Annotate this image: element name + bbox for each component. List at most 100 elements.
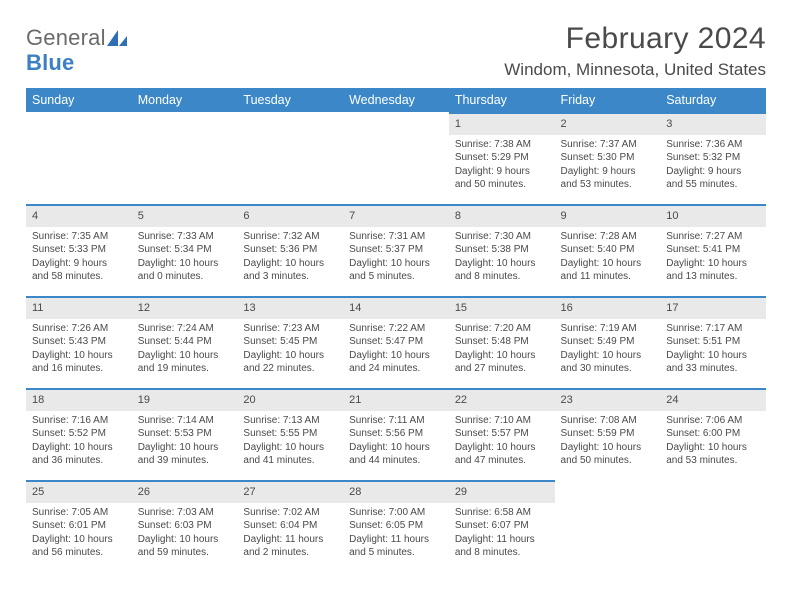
daylight-text: Daylight: 11 hours	[349, 533, 443, 547]
daylight-text-cont: and 53 minutes.	[666, 454, 760, 468]
calendar-day-cell: 26Sunrise: 7:03 AMSunset: 6:03 PMDayligh…	[132, 480, 238, 572]
daylight-text-cont: and 16 minutes.	[32, 362, 126, 376]
day-number: 20	[237, 388, 343, 411]
day-number: 29	[449, 480, 555, 503]
daylight-text-cont: and 8 minutes.	[455, 270, 549, 284]
day-number: 3	[660, 112, 766, 135]
weekday-header: Monday	[132, 88, 238, 112]
day-number: 7	[343, 204, 449, 227]
day-number: 24	[660, 388, 766, 411]
calendar-week-row: 4Sunrise: 7:35 AMSunset: 5:33 PMDaylight…	[26, 204, 766, 296]
sunrise-text: Sunrise: 7:38 AM	[455, 138, 549, 152]
calendar-day-cell: 1Sunrise: 7:38 AMSunset: 5:29 PMDaylight…	[449, 112, 555, 204]
daylight-text-cont: and 39 minutes.	[138, 454, 232, 468]
day-number: 10	[660, 204, 766, 227]
calendar-day-cell: 13Sunrise: 7:23 AMSunset: 5:45 PMDayligh…	[237, 296, 343, 388]
day-number: 27	[237, 480, 343, 503]
day-details: Sunrise: 7:06 AMSunset: 6:00 PMDaylight:…	[660, 411, 766, 474]
daylight-text-cont: and 5 minutes.	[349, 270, 443, 284]
day-details: Sunrise: 7:17 AMSunset: 5:51 PMDaylight:…	[660, 319, 766, 382]
day-details: Sunrise: 7:33 AMSunset: 5:34 PMDaylight:…	[132, 227, 238, 290]
brand-logo: General Blue	[26, 26, 128, 74]
calendar-day-cell: 16Sunrise: 7:19 AMSunset: 5:49 PMDayligh…	[555, 296, 661, 388]
sunset-text: Sunset: 5:52 PM	[32, 427, 126, 441]
daylight-text: Daylight: 9 hours	[666, 165, 760, 179]
daylight-text: Daylight: 9 hours	[455, 165, 549, 179]
sunrise-text: Sunrise: 7:17 AM	[666, 322, 760, 336]
sunrise-text: Sunrise: 7:05 AM	[32, 506, 126, 520]
daylight-text-cont: and 41 minutes.	[243, 454, 337, 468]
sunrise-text: Sunrise: 7:35 AM	[32, 230, 126, 244]
calendar-empty-cell	[132, 112, 238, 204]
daylight-text: Daylight: 10 hours	[138, 441, 232, 455]
daylight-text: Daylight: 10 hours	[455, 441, 549, 455]
calendar-day-cell: 2Sunrise: 7:37 AMSunset: 5:30 PMDaylight…	[555, 112, 661, 204]
sunset-text: Sunset: 6:07 PM	[455, 519, 549, 533]
sunset-text: Sunset: 5:57 PM	[455, 427, 549, 441]
daylight-text: Daylight: 10 hours	[561, 441, 655, 455]
sunset-text: Sunset: 5:32 PM	[666, 151, 760, 165]
day-number: 19	[132, 388, 238, 411]
day-details: Sunrise: 7:35 AMSunset: 5:33 PMDaylight:…	[26, 227, 132, 290]
daylight-text-cont: and 13 minutes.	[666, 270, 760, 284]
weekday-header: Friday	[555, 88, 661, 112]
calendar-week-row: 18Sunrise: 7:16 AMSunset: 5:52 PMDayligh…	[26, 388, 766, 480]
sunset-text: Sunset: 5:34 PM	[138, 243, 232, 257]
sunrise-text: Sunrise: 7:20 AM	[455, 322, 549, 336]
daylight-text-cont: and 8 minutes.	[455, 546, 549, 560]
sunset-text: Sunset: 5:41 PM	[666, 243, 760, 257]
daylight-text-cont: and 36 minutes.	[32, 454, 126, 468]
sunrise-text: Sunrise: 7:36 AM	[666, 138, 760, 152]
daylight-text: Daylight: 10 hours	[455, 349, 549, 363]
sunset-text: Sunset: 6:04 PM	[243, 519, 337, 533]
calendar-day-cell: 29Sunrise: 6:58 AMSunset: 6:07 PMDayligh…	[449, 480, 555, 572]
calendar-day-cell: 27Sunrise: 7:02 AMSunset: 6:04 PMDayligh…	[237, 480, 343, 572]
sunset-text: Sunset: 5:44 PM	[138, 335, 232, 349]
daylight-text-cont: and 44 minutes.	[349, 454, 443, 468]
calendar-day-cell: 21Sunrise: 7:11 AMSunset: 5:56 PMDayligh…	[343, 388, 449, 480]
sunset-text: Sunset: 5:45 PM	[243, 335, 337, 349]
calendar-day-cell: 11Sunrise: 7:26 AMSunset: 5:43 PMDayligh…	[26, 296, 132, 388]
daylight-text: Daylight: 10 hours	[32, 349, 126, 363]
sunset-text: Sunset: 6:03 PM	[138, 519, 232, 533]
sunrise-text: Sunrise: 7:30 AM	[455, 230, 549, 244]
sunset-text: Sunset: 5:56 PM	[349, 427, 443, 441]
title-block: February 2024 Windom, Minnesota, United …	[504, 22, 766, 80]
calendar-day-cell: 8Sunrise: 7:30 AMSunset: 5:38 PMDaylight…	[449, 204, 555, 296]
day-details: Sunrise: 7:20 AMSunset: 5:48 PMDaylight:…	[449, 319, 555, 382]
daylight-text-cont: and 24 minutes.	[349, 362, 443, 376]
sunrise-text: Sunrise: 7:13 AM	[243, 414, 337, 428]
daylight-text: Daylight: 10 hours	[138, 533, 232, 547]
sunset-text: Sunset: 5:37 PM	[349, 243, 443, 257]
calendar-day-cell: 12Sunrise: 7:24 AMSunset: 5:44 PMDayligh…	[132, 296, 238, 388]
day-number: 9	[555, 204, 661, 227]
sunrise-text: Sunrise: 7:23 AM	[243, 322, 337, 336]
day-details: Sunrise: 7:38 AMSunset: 5:29 PMDaylight:…	[449, 135, 555, 198]
calendar-day-cell: 18Sunrise: 7:16 AMSunset: 5:52 PMDayligh…	[26, 388, 132, 480]
sunrise-text: Sunrise: 7:33 AM	[138, 230, 232, 244]
day-details: Sunrise: 7:02 AMSunset: 6:04 PMDaylight:…	[237, 503, 343, 566]
sunset-text: Sunset: 5:53 PM	[138, 427, 232, 441]
day-details: Sunrise: 7:24 AMSunset: 5:44 PMDaylight:…	[132, 319, 238, 382]
brand-text: General Blue	[26, 26, 128, 74]
daylight-text-cont: and 2 minutes.	[243, 546, 337, 560]
sunset-text: Sunset: 5:36 PM	[243, 243, 337, 257]
daylight-text-cont: and 50 minutes.	[455, 178, 549, 192]
sunrise-text: Sunrise: 7:10 AM	[455, 414, 549, 428]
sunset-text: Sunset: 6:05 PM	[349, 519, 443, 533]
day-details: Sunrise: 7:10 AMSunset: 5:57 PMDaylight:…	[449, 411, 555, 474]
page-header: General Blue February 2024 Windom, Minne…	[26, 22, 766, 80]
daylight-text-cont: and 5 minutes.	[349, 546, 443, 560]
day-details: Sunrise: 7:16 AMSunset: 5:52 PMDaylight:…	[26, 411, 132, 474]
sunset-text: Sunset: 5:55 PM	[243, 427, 337, 441]
sunrise-text: Sunrise: 7:27 AM	[666, 230, 760, 244]
day-number: 25	[26, 480, 132, 503]
calendar-header-row: SundayMondayTuesdayWednesdayThursdayFrid…	[26, 88, 766, 112]
sunrise-text: Sunrise: 7:11 AM	[349, 414, 443, 428]
daylight-text: Daylight: 10 hours	[561, 349, 655, 363]
day-details: Sunrise: 7:26 AMSunset: 5:43 PMDaylight:…	[26, 319, 132, 382]
daylight-text: Daylight: 10 hours	[243, 257, 337, 271]
daylight-text-cont: and 58 minutes.	[32, 270, 126, 284]
calendar-day-cell: 14Sunrise: 7:22 AMSunset: 5:47 PMDayligh…	[343, 296, 449, 388]
month-title: February 2024	[504, 22, 766, 56]
